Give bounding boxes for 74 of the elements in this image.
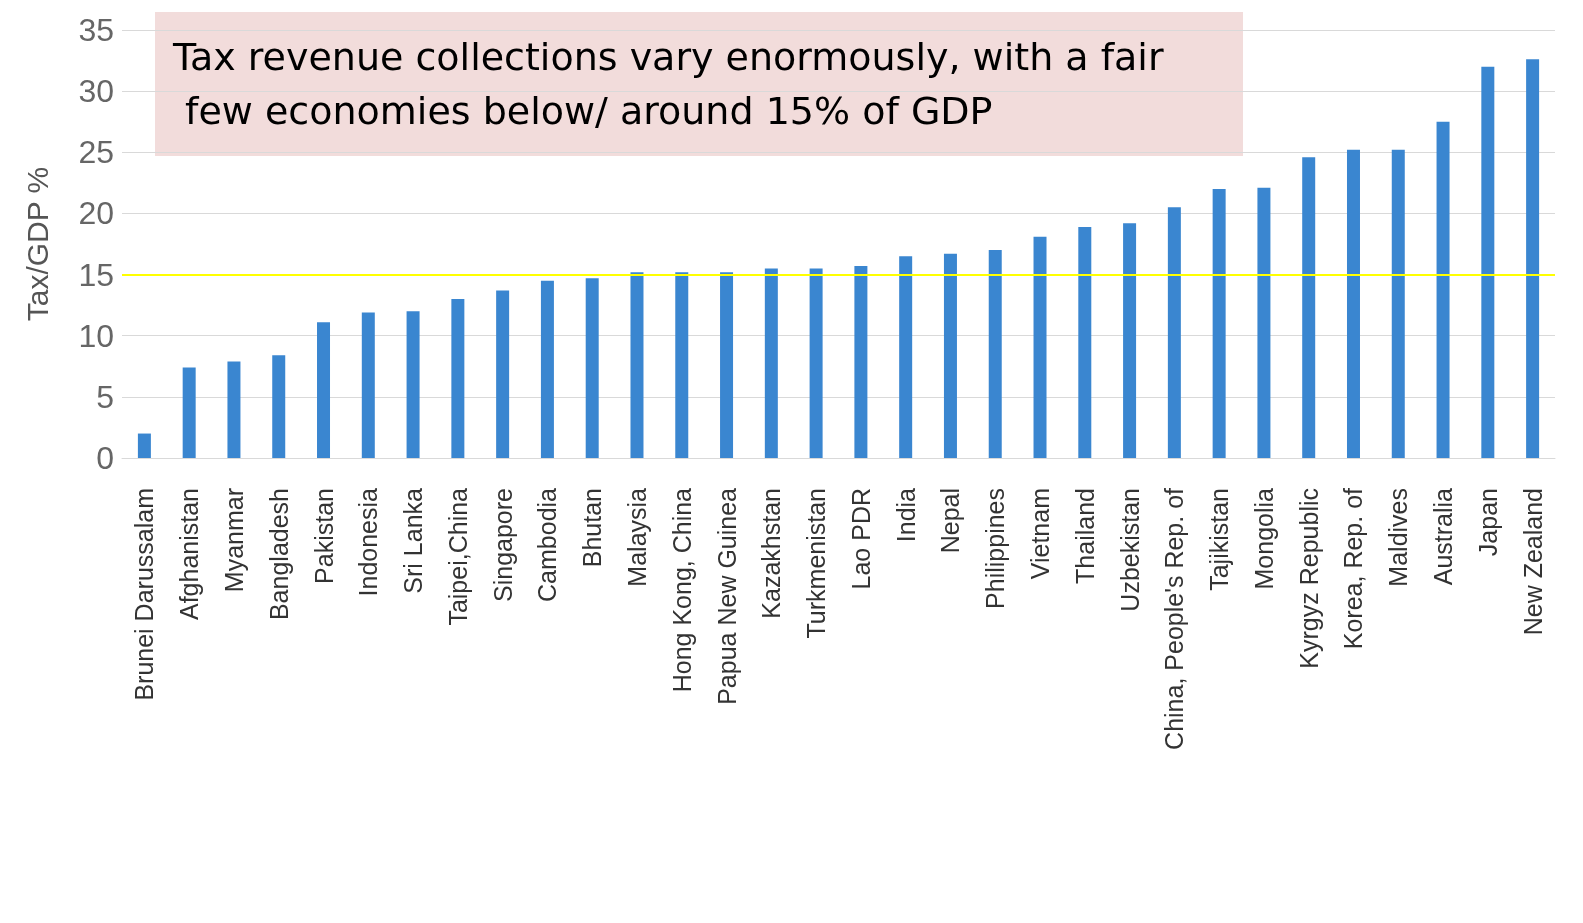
x-tick-label: Lao PDR [846, 488, 875, 590]
bar [1257, 187, 1271, 458]
bar [1436, 121, 1450, 458]
bar [1167, 207, 1181, 458]
bar [137, 433, 151, 458]
x-tick-label: Kazakhstan [757, 488, 786, 619]
bar [272, 355, 286, 458]
bar [1123, 223, 1137, 458]
x-tick-label: Uzbekistan [1115, 488, 1144, 612]
x-tick-label: Vietnam [1026, 488, 1055, 580]
y-tick-label: 15 [78, 256, 114, 293]
bar [675, 272, 689, 458]
x-tick-label: Mongolia [1249, 487, 1278, 590]
bar [496, 290, 510, 458]
bar [1302, 157, 1316, 458]
bar [540, 280, 554, 458]
y-tick-label: 35 [78, 12, 114, 48]
x-tick-label: Indonesia [354, 487, 383, 597]
y-axis-title: Tax/GDP % [20, 166, 54, 322]
x-tick-label: Pakistan [309, 488, 338, 584]
bar [182, 367, 196, 458]
x-tick-label: India [891, 487, 920, 543]
bar [1391, 149, 1405, 458]
bar [1078, 226, 1092, 458]
x-tick-label: Japan [1473, 488, 1502, 557]
x-tick-label: Taipei,China [443, 487, 472, 626]
bar [809, 268, 823, 458]
x-tick-label: Australia [1429, 487, 1458, 586]
x-tick-label: Cambodia [533, 487, 562, 602]
x-tick-label: New Zealand [1518, 488, 1547, 636]
x-tick-label: Papua New Guinea [712, 487, 741, 705]
x-tick-label: Afghanistan [175, 488, 204, 621]
y-tick-label: 10 [78, 317, 114, 354]
bar [1033, 236, 1047, 458]
y-tick-label: 20 [78, 195, 114, 232]
x-tick-label: Sri Lanka [399, 487, 428, 594]
x-tick-label: China, People's Rep. of [1160, 487, 1189, 750]
bar [764, 268, 778, 458]
bar [361, 312, 375, 458]
y-tick-label: 0 [96, 440, 114, 476]
y-tick-label: 30 [78, 73, 114, 110]
x-tick-label: Philippines [981, 488, 1010, 609]
x-tick-label: Nepal [936, 488, 965, 554]
bar [630, 272, 644, 458]
bar [943, 253, 957, 458]
y-tick-label: 5 [96, 378, 114, 415]
x-tick-label: Singapore [488, 488, 517, 602]
bar [720, 272, 734, 458]
bar [1346, 149, 1360, 458]
bar [1212, 188, 1226, 458]
bar [854, 266, 868, 458]
bar [227, 361, 241, 458]
annotation: Tax revenue collections vary enormously, with a fair few economies below/ around 15% of GDP [172, 35, 1164, 133]
bar [1526, 59, 1540, 458]
bar [988, 250, 1002, 458]
x-tick-label: Tajikistan [1205, 488, 1234, 591]
bar [1481, 66, 1495, 458]
x-tick-label: Korea, Rep. of [1339, 487, 1368, 650]
x-tick-label: Thailand [1070, 488, 1099, 584]
x-tick-label: Myanmar [219, 488, 248, 593]
x-tick-label: Turkmenistan [802, 488, 831, 639]
x-tick-label: Maldives [1384, 488, 1413, 587]
x-tick-label: Hong Kong, China [667, 487, 696, 693]
x-tick-label: Bangladesh [264, 488, 293, 621]
bar [317, 322, 331, 458]
x-tick-label: Kyrgyz Republic [1294, 488, 1323, 669]
x-tick-label: Malaysia [622, 487, 651, 587]
x-tick-label: Bhutan [578, 488, 607, 568]
bar [406, 311, 420, 458]
y-tick-label: 25 [78, 134, 114, 171]
bar [451, 299, 465, 458]
x-tick-label: Brunei Darussalam [130, 488, 159, 701]
bar [899, 256, 913, 458]
bar [585, 278, 599, 458]
